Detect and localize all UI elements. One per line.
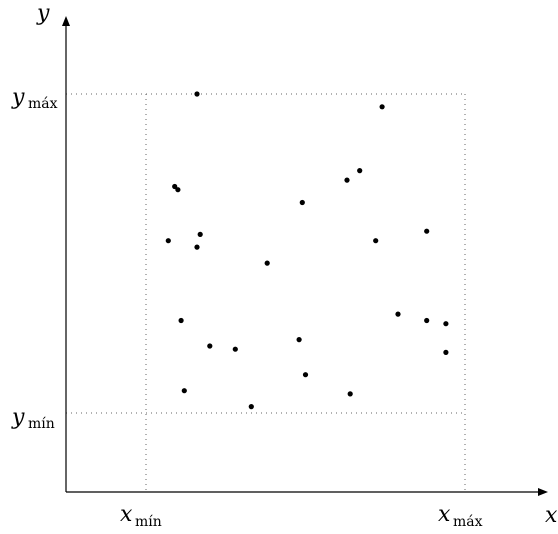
data-point-18	[296, 337, 302, 343]
data-point-3	[424, 228, 430, 234]
data-point-24	[347, 391, 353, 397]
data-point-11	[165, 238, 171, 244]
data-point-20	[232, 346, 238, 352]
svg-text:máx: máx	[28, 96, 58, 112]
data-point-21	[443, 349, 449, 355]
data-point-2	[379, 104, 385, 110]
data-point-15	[424, 317, 430, 324]
data-point-5	[357, 168, 363, 174]
data-point-17	[178, 317, 184, 324]
y-axis-label: y	[36, 1, 50, 26]
svg-text:mín: mín	[28, 416, 55, 432]
svg-text:x: x	[120, 502, 133, 527]
svg-text:mín: mín	[135, 514, 162, 530]
data-point-12	[194, 244, 200, 250]
data-point-13	[264, 260, 270, 266]
data-points	[165, 91, 449, 410]
data-point-7	[175, 187, 181, 193]
y-min-label: y mín	[11, 405, 55, 432]
data-point-10	[373, 238, 379, 244]
data-point-23	[181, 388, 187, 394]
x-axis-arrow	[538, 488, 548, 496]
data-point-25	[248, 404, 254, 410]
x-min-label: x mín	[120, 502, 162, 530]
data-point-16	[443, 321, 449, 327]
data-point-22	[302, 372, 309, 378]
y-axis-arrow	[62, 16, 70, 26]
data-point-9	[197, 231, 203, 237]
svg-text:x: x	[438, 502, 451, 527]
data-point-6	[172, 183, 178, 190]
data-point-14	[395, 311, 401, 317]
svg-text:máx: máx	[453, 514, 483, 530]
data-point-1	[194, 91, 200, 97]
svg-text:y: y	[11, 405, 25, 430]
svg-text:y: y	[11, 85, 25, 110]
data-point-8	[299, 199, 305, 206]
x-axis-label: x	[545, 503, 558, 528]
x-max-label: x máx	[438, 502, 483, 530]
data-point-4	[344, 177, 350, 183]
data-point-19	[207, 343, 213, 349]
y-max-label: y máx	[11, 85, 58, 112]
